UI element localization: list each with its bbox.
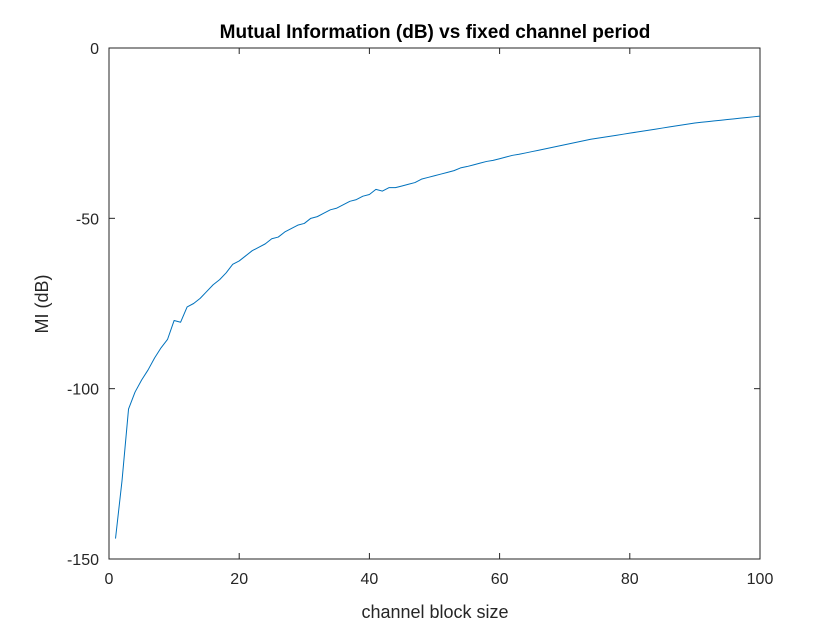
x-tick-label: 80 <box>621 571 639 588</box>
x-tick-label: 60 <box>491 571 509 588</box>
x-axis-label: channel block size <box>361 602 508 622</box>
y-tick-label: -50 <box>76 211 99 228</box>
x-tick-label: 0 <box>105 571 114 588</box>
chart-title: Mutual Information (dB) vs fixed channel… <box>220 22 651 43</box>
x-tick-label: 40 <box>361 571 379 588</box>
series-line-0 <box>115 115 761 539</box>
y-axis-label: MI (dB) <box>32 274 52 333</box>
y-tick-label: -100 <box>67 382 99 399</box>
axis-ticks: 0 20 40 60 80 100 0 -50 -100 -150 <box>67 41 773 588</box>
x-tick-label: 100 <box>747 571 774 588</box>
y-tick-label: 0 <box>90 41 99 58</box>
series-layer <box>115 115 761 539</box>
x-tick-label: 20 <box>230 571 248 588</box>
plot-area-box <box>108 47 761 560</box>
y-tick-label: -150 <box>67 552 99 569</box>
